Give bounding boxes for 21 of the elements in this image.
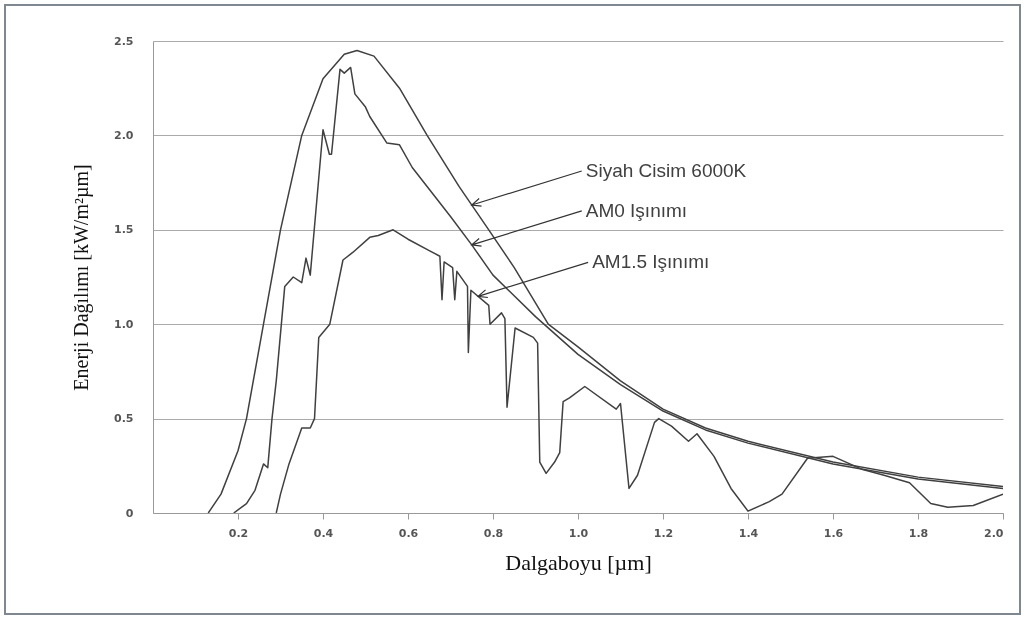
- y-tick-label: 0: [125, 506, 134, 520]
- x-axis-title: Dalgaboyu [µm]: [505, 549, 652, 575]
- y-tick-label: 0.5: [114, 412, 134, 426]
- x-tick-label: 1.4: [738, 526, 759, 540]
- annotation: AM0 Işınımı: [585, 199, 688, 221]
- annotation: AM1.5 Işınımı: [592, 251, 710, 273]
- x-tick-label: 1.0: [568, 526, 589, 540]
- y-axis-title: Enerji Dağılımı [kW/m²µm]: [70, 164, 94, 391]
- x-tick-label: 1.2: [653, 526, 674, 540]
- x-tick-label: 0.2: [228, 526, 249, 540]
- annotation: Siyah Cisim 6000K: [585, 159, 747, 181]
- x-tick-label: 1.8: [908, 526, 929, 540]
- y-tick-label: 1.0: [114, 317, 134, 331]
- y-tick-label: 2.5: [114, 34, 134, 48]
- x-tick-label: 0.8: [483, 526, 504, 540]
- y-tick-label: 1.5: [114, 223, 134, 237]
- x-tick-label: 2.0: [984, 526, 1004, 540]
- y-tick-label: 2.0: [114, 128, 134, 142]
- x-tick-label: 1.6: [823, 526, 844, 540]
- x-tick-label: 0.6: [398, 526, 419, 540]
- x-tick-label: 0.4: [313, 526, 334, 540]
